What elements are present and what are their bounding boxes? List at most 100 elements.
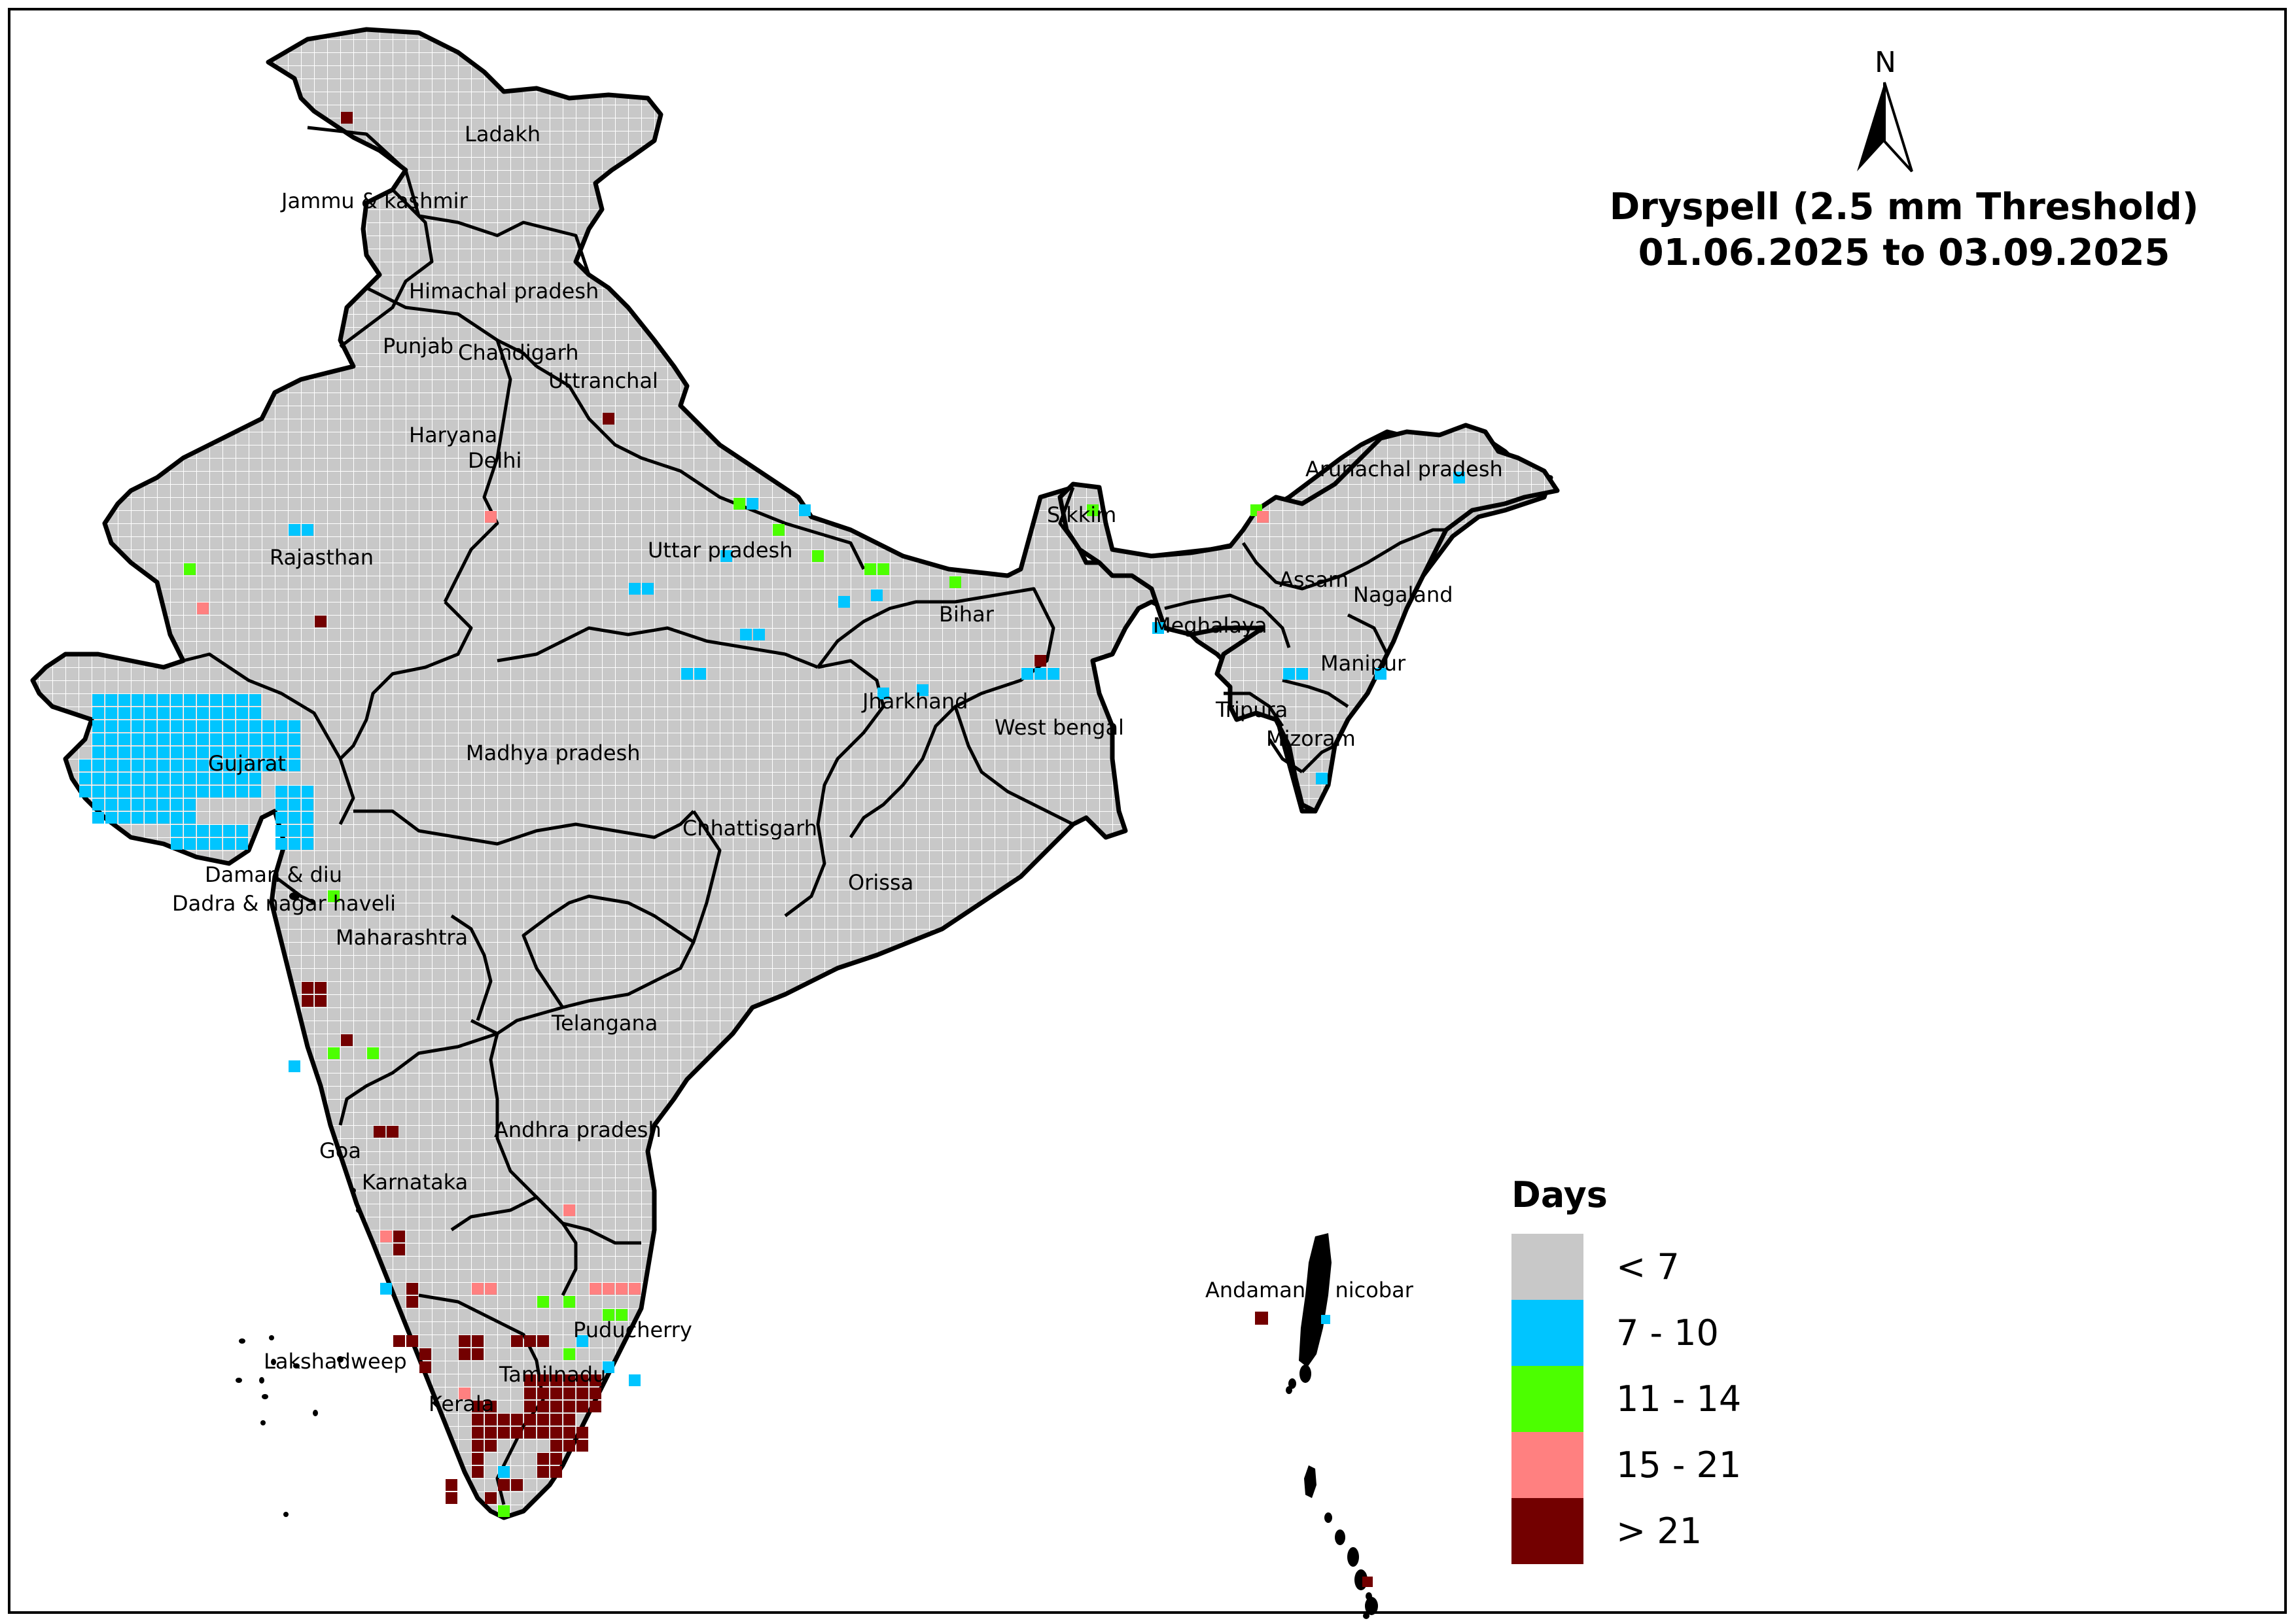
dryspell-cell (105, 694, 117, 706)
dryspell-cell (249, 773, 261, 784)
dryspell-cell (262, 733, 274, 745)
dryspell-cell (236, 786, 248, 797)
dryspell-cell (118, 759, 130, 771)
dryspell-cell (184, 799, 196, 811)
dryspell-cell (472, 1283, 484, 1295)
dryspell-cell (236, 746, 248, 758)
label-goa: Goa (319, 1138, 361, 1163)
dryspell-cell (380, 1230, 392, 1242)
dryspell-cell (302, 995, 313, 1007)
island-territories (236, 892, 1378, 1619)
dryspell-cell (171, 812, 183, 824)
dryspell-cell (302, 524, 313, 536)
dryspell-cell (576, 1335, 588, 1347)
dryspell-cell (92, 720, 104, 732)
legend-swatch (1511, 1366, 1583, 1432)
legend-swatch (1511, 1498, 1583, 1564)
dryspell-cell (393, 1335, 405, 1347)
state-labels: Ladakh Jammu & kashmir Himachal pradesh … (172, 122, 1503, 1416)
dryspell-cell (171, 720, 183, 732)
dryspell-cell (105, 759, 117, 771)
dryspell-cell (223, 720, 235, 732)
dryspell-cell (197, 746, 209, 758)
state-boundaries (183, 126, 1446, 1505)
dryspell-cell (472, 1401, 484, 1412)
dryspell-cell (472, 1348, 484, 1360)
dryspell-cell (275, 720, 287, 732)
dryspell-cell (1296, 668, 1308, 680)
dryspell-cell (446, 1479, 457, 1491)
dryspell-cell (210, 786, 222, 797)
dryspell-cell (249, 759, 261, 771)
dryspell-cell (158, 733, 169, 745)
label-karnataka: Karnataka (362, 1170, 468, 1195)
label-daman-diu: Daman & diu (205, 862, 342, 887)
dryspell-cell (629, 583, 641, 595)
dryspell-cell (236, 773, 248, 784)
dryspell-cell (406, 1296, 418, 1308)
dryspell-cell (158, 707, 169, 719)
dryspell-cell (262, 720, 274, 732)
label-orissa: Orissa (848, 870, 913, 895)
label-andaman-nicobar: Andaman & nicobar (1205, 1278, 1414, 1302)
dryspell-cell (223, 746, 235, 758)
dryspell-cell (118, 694, 130, 706)
legend: Days < 7 7 - 10 11 - 14 15 - 21 > 21 (1511, 1174, 1741, 1564)
dryspell-cell (550, 1374, 562, 1386)
dryspell-cell (132, 786, 143, 797)
dryspell-cell (629, 1374, 641, 1386)
legend-item: 7 - 10 (1511, 1300, 1741, 1366)
dryspell-cell (249, 694, 261, 706)
dryspell-cell (550, 1466, 562, 1478)
dryspell-cell (236, 838, 248, 850)
legend-item: > 21 (1511, 1498, 1741, 1564)
dryspell-cell (524, 1387, 536, 1399)
dryspell-cell (105, 733, 117, 745)
dryspell-cell (79, 773, 91, 784)
dryspell-cell (406, 1335, 418, 1347)
dryspell-cell (550, 1387, 562, 1399)
label-meghalaya: Meghalaya (1153, 613, 1267, 638)
dryspell-cell (223, 694, 235, 706)
dryspell-cell (197, 707, 209, 719)
dryspell-cell (302, 838, 313, 850)
dryspell-cell (210, 838, 222, 850)
dryspell-cell (158, 720, 169, 732)
dryspell-cell (184, 825, 196, 837)
dryspell-cell (145, 759, 156, 771)
dryspell-cell (132, 812, 143, 824)
dryspell-cell (184, 773, 196, 784)
legend-item: 11 - 14 (1511, 1366, 1741, 1432)
dryspell-cell (249, 786, 261, 797)
label-ladakh: Ladakh (465, 122, 540, 147)
dryspell-cell (236, 707, 248, 719)
dryspell-cell (590, 1283, 601, 1295)
dryspell-cell (459, 1335, 470, 1347)
legend-swatch (1511, 1300, 1583, 1366)
dryspell-cell (537, 1387, 549, 1399)
label-maharashtra: Maharashtra (336, 925, 468, 950)
legend-label: 15 - 21 (1616, 1444, 1742, 1486)
dryspell-cell (184, 838, 196, 850)
label-gujarat: Gujarat (208, 751, 286, 776)
dryspell-cell (132, 733, 143, 745)
dryspell-cell (118, 707, 130, 719)
dryspell-cell (289, 799, 300, 811)
dryspell-cell (289, 524, 300, 536)
dryspell-cell (563, 1401, 575, 1412)
dryspell-cell (563, 1427, 575, 1439)
dryspell-cell (132, 773, 143, 784)
dryspell-cell (472, 1427, 484, 1439)
dryspell-cell (210, 733, 222, 745)
label-bihar: Bihar (939, 602, 995, 627)
dryspell-cell (145, 812, 156, 824)
label-puducherry: Puducherry (573, 1318, 692, 1342)
dryspell-cell (184, 786, 196, 797)
dryspell-cell (341, 112, 353, 124)
dryspell-cell (158, 773, 169, 784)
dryspell-cell (223, 825, 235, 837)
dryspell-cell (511, 1335, 523, 1347)
dryspell-cell (576, 1387, 588, 1399)
dryspell-cell (603, 1309, 614, 1321)
label-dadra-nagar-haveli: Dadra & nagar haveli (172, 891, 396, 916)
